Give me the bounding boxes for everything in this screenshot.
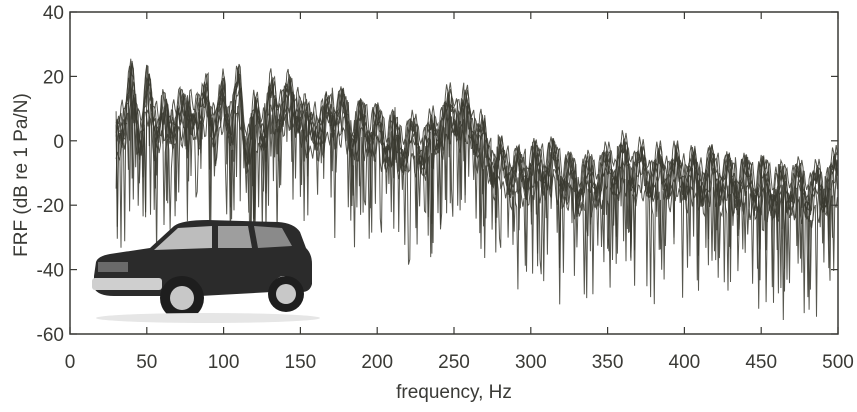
x-tick-label: 500 — [822, 352, 854, 373]
y-axis-label: FRF (dB re 1 Pa/N) — [11, 93, 32, 257]
x-tick-label: 100 — [208, 352, 240, 373]
car-side-window — [218, 226, 252, 248]
suv-vehicle-image — [92, 220, 320, 323]
car-windshield — [154, 226, 212, 250]
car-bumper — [92, 278, 162, 290]
y-tick-label: 20 — [43, 67, 64, 88]
frf-trace-line — [115, 58, 838, 314]
frf-trace-line — [115, 81, 838, 310]
car-rear-rim — [276, 284, 296, 304]
y-tick-label: -40 — [37, 261, 64, 282]
y-tick-label: 0 — [53, 132, 64, 153]
y-tick-label: 40 — [43, 3, 64, 24]
x-axis-label: frequency, Hz — [396, 382, 512, 403]
x-tick-label: 450 — [745, 352, 777, 373]
car-front-rim — [170, 286, 194, 310]
x-tick-label: 150 — [285, 352, 317, 373]
x-tick-label: 250 — [438, 352, 470, 373]
x-tick-label: 50 — [136, 352, 157, 373]
x-tick-label: 300 — [515, 352, 547, 373]
x-tick-label: 400 — [669, 352, 701, 373]
car-grille — [98, 262, 128, 272]
x-tick-label: 0 — [65, 352, 76, 373]
frf-trace-line — [115, 65, 838, 298]
frf-trace-line — [115, 64, 838, 298]
x-tick-label: 350 — [592, 352, 624, 373]
y-tick-label: -60 — [37, 325, 64, 346]
y-tick-label: -20 — [37, 196, 64, 217]
frf-traces — [115, 58, 838, 321]
car-rear-window — [254, 226, 292, 248]
y-axis: -60 -40 -20 0 20 40 — [37, 3, 838, 346]
car-shadow — [96, 313, 320, 323]
x-axis: 0 50 100 150 200 250 300 350 400 450 500 — [65, 12, 854, 373]
x-tick-label: 200 — [361, 352, 393, 373]
